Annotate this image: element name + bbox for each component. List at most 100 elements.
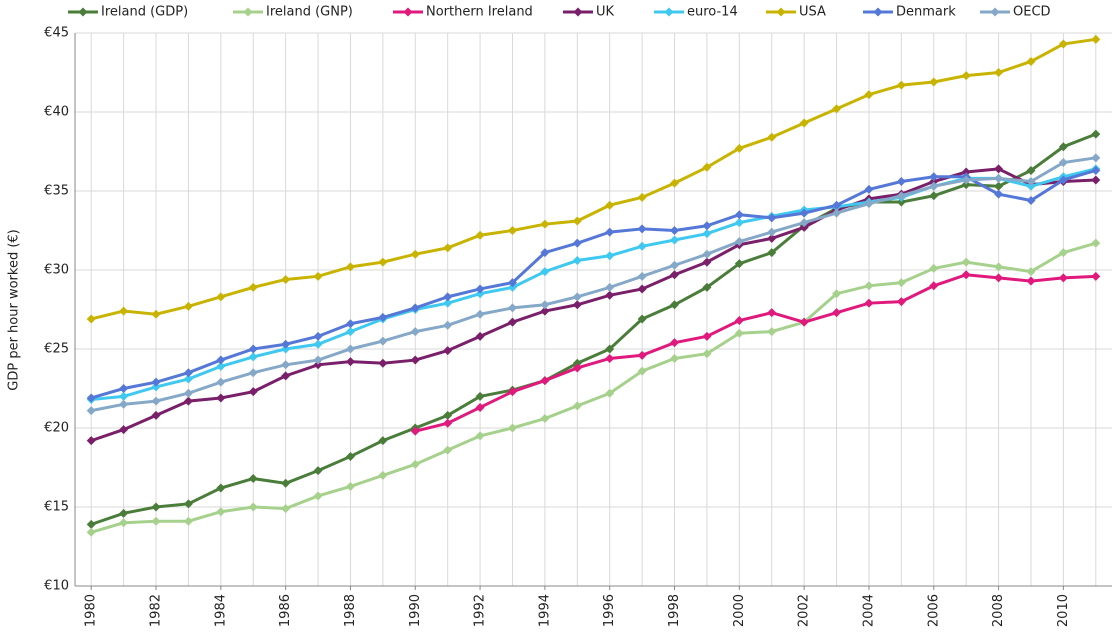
data-point [767,132,777,142]
data-point [313,355,323,365]
data-point [929,281,939,291]
data-point [86,406,96,416]
data-point [183,388,193,398]
data-point [151,377,161,387]
data-point [1091,153,1101,163]
data-point [443,298,453,308]
data-point [540,376,550,386]
data-point [1058,142,1068,152]
x-tick-label: 2010 [1056,594,1071,627]
data-point [929,191,939,201]
x-tick-label: 1984 [213,594,228,627]
legend-marker [403,7,413,17]
data-point [507,282,517,292]
data-point [248,344,258,354]
data-point [1026,165,1036,175]
data-point [443,243,453,253]
legend-label: Denmark [896,5,956,20]
data-point [767,308,777,318]
data-point [507,278,517,288]
data-point [702,249,712,259]
data-point [961,71,971,81]
data-point [929,181,939,191]
data-point [670,235,680,245]
data-point [864,298,874,308]
x-tick-label: 2000 [732,594,747,627]
data-point [507,317,517,327]
x-tick-label: 1982 [149,594,164,627]
legend-marker [776,7,786,17]
y-tick-label: €45 [44,26,69,41]
data-point [929,77,939,87]
legend-marker [873,7,883,17]
y-tick-label: €35 [44,184,69,199]
data-point [378,312,388,322]
legend-label: UK [596,5,615,20]
legend-marker [664,7,674,17]
data-point [183,499,193,509]
data-point [1091,271,1101,281]
data-point [86,314,96,324]
data-point [443,320,453,330]
data-point [994,273,1004,283]
data-point [540,414,550,424]
data-point [281,478,291,488]
data-point [216,292,226,302]
data-point [345,319,355,329]
data-point [961,257,971,267]
data-point [151,382,161,392]
data-point [1026,195,1036,205]
legend-marker [990,7,1000,17]
data-point [572,401,582,411]
data-point [994,262,1004,272]
data-point [313,271,323,281]
data-point [475,284,485,294]
data-point [1091,165,1101,175]
data-point [799,222,809,232]
data-point [183,396,193,406]
data-point [119,384,129,393]
data-point [734,259,744,269]
data-point [734,218,744,228]
data-point [637,284,647,294]
data-point [248,282,258,292]
data-point [378,436,388,446]
data-point [961,167,971,177]
x-tick-label: 2004 [861,594,876,627]
legend-label: USA [799,5,826,20]
series-line [414,273,1096,433]
data-point [540,267,550,277]
x-tick-label: 1996 [602,594,617,627]
y-tick-label: €40 [44,105,69,120]
data-point [345,357,355,367]
data-point [670,178,680,188]
data-point [994,164,1004,174]
x-tick-label: 2008 [991,594,1006,627]
data-point [670,353,680,363]
data-point [832,200,842,210]
data-point [475,331,485,341]
data-point [702,221,712,231]
data-point [605,282,615,292]
data-point [119,518,129,528]
data-point [702,282,712,292]
data-point [767,327,777,337]
data-point [378,470,388,480]
data-point [443,418,453,428]
data-point [670,300,680,310]
data-point [896,197,906,207]
data-point [637,241,647,251]
data-point [767,248,777,258]
data-point [410,303,420,313]
y-axis-label: GDP per hour worked (€) [7,229,22,390]
x-tick-label: 2006 [926,594,941,627]
data-point [896,297,906,307]
x-tick-label: 1992 [473,594,488,627]
data-point [832,104,842,114]
data-point [702,257,712,267]
data-point [281,274,291,284]
data-point [734,316,744,326]
data-point [637,192,647,202]
legend-label: euro-14 [687,5,738,20]
